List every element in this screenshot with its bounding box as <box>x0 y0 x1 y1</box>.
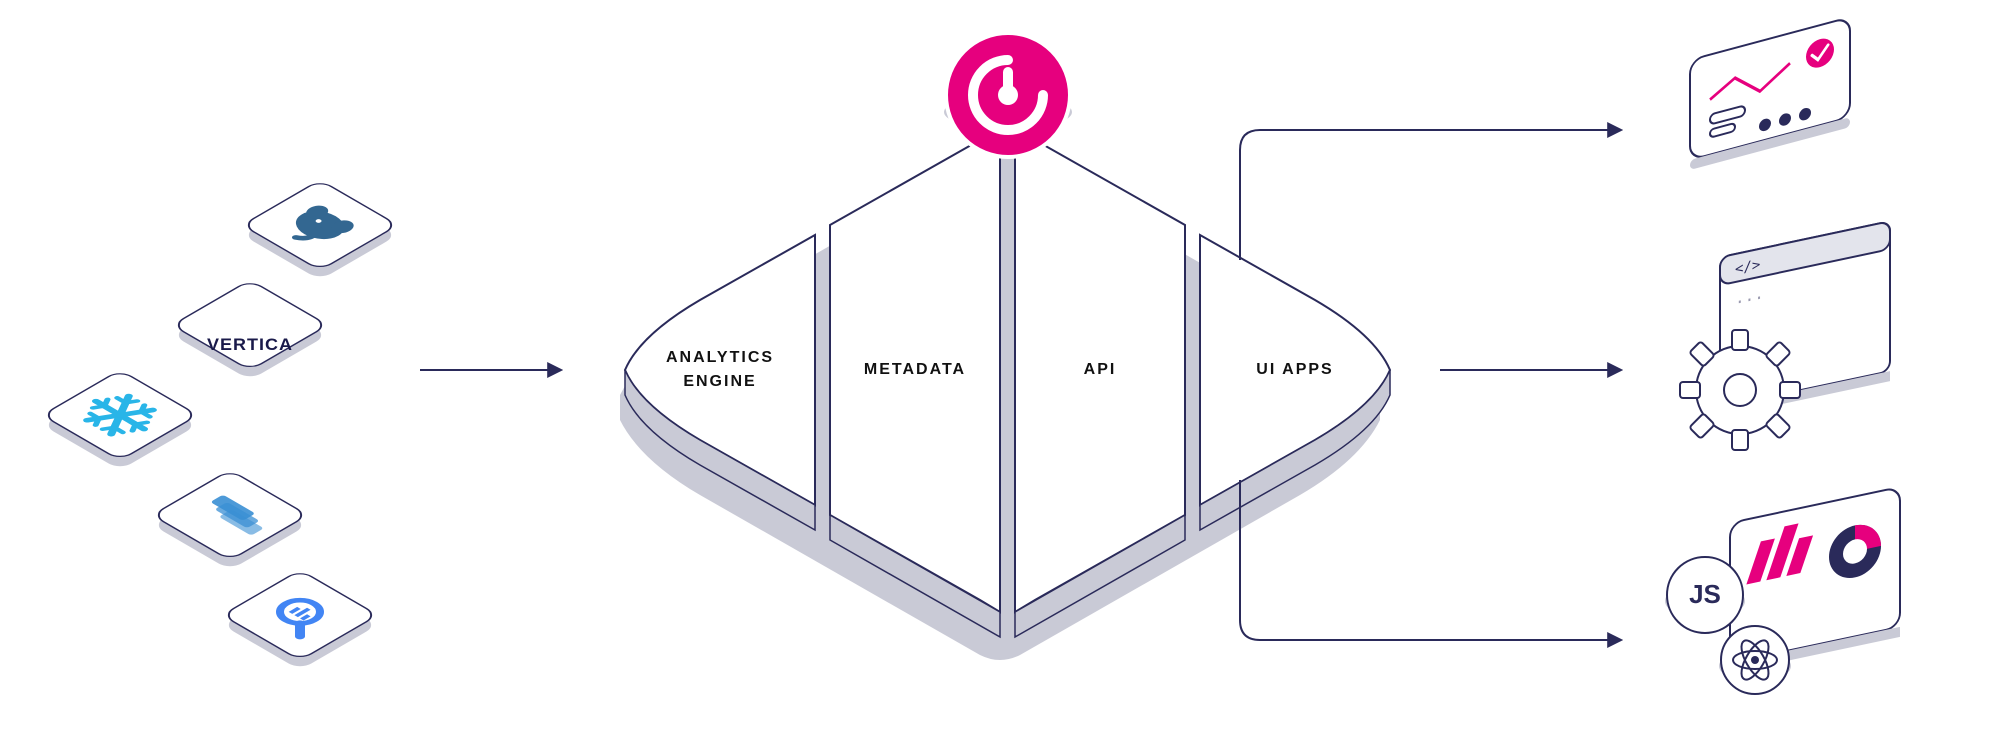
target-mobile <box>1690 17 1850 170</box>
label-uiapps: UI APPS <box>1256 361 1333 378</box>
center-platform: ANALYTICS ENGINE METADATA API UI APPS <box>620 33 1390 660</box>
label-analytics-1: ANALYTICS <box>666 349 774 366</box>
connector-top <box>1240 130 1620 260</box>
tile-bigquery <box>214 570 387 670</box>
svg-text:VERTICA: VERTICA <box>207 334 293 353</box>
target-webapp: JS <box>1665 487 1900 694</box>
target-backend: </> ... <box>1680 221 1890 450</box>
tile-hdfs <box>144 470 317 570</box>
label-api: API <box>1084 361 1117 378</box>
tile-vertica: VERTICA <box>164 280 337 380</box>
tile-postgres <box>234 180 407 280</box>
tile-snowflake <box>34 370 207 470</box>
connector-bottom <box>1240 480 1620 640</box>
data-source-tiles: VERTICA <box>34 180 407 670</box>
architecture-diagram: ANALYTICS ENGINE METADATA API UI APPS VE… <box>0 0 2000 742</box>
label-metadata: METADATA <box>864 361 966 378</box>
label-analytics-2: ENGINE <box>683 373 756 390</box>
brand-logo <box>944 33 1072 157</box>
js-badge-label: JS <box>1689 579 1721 609</box>
